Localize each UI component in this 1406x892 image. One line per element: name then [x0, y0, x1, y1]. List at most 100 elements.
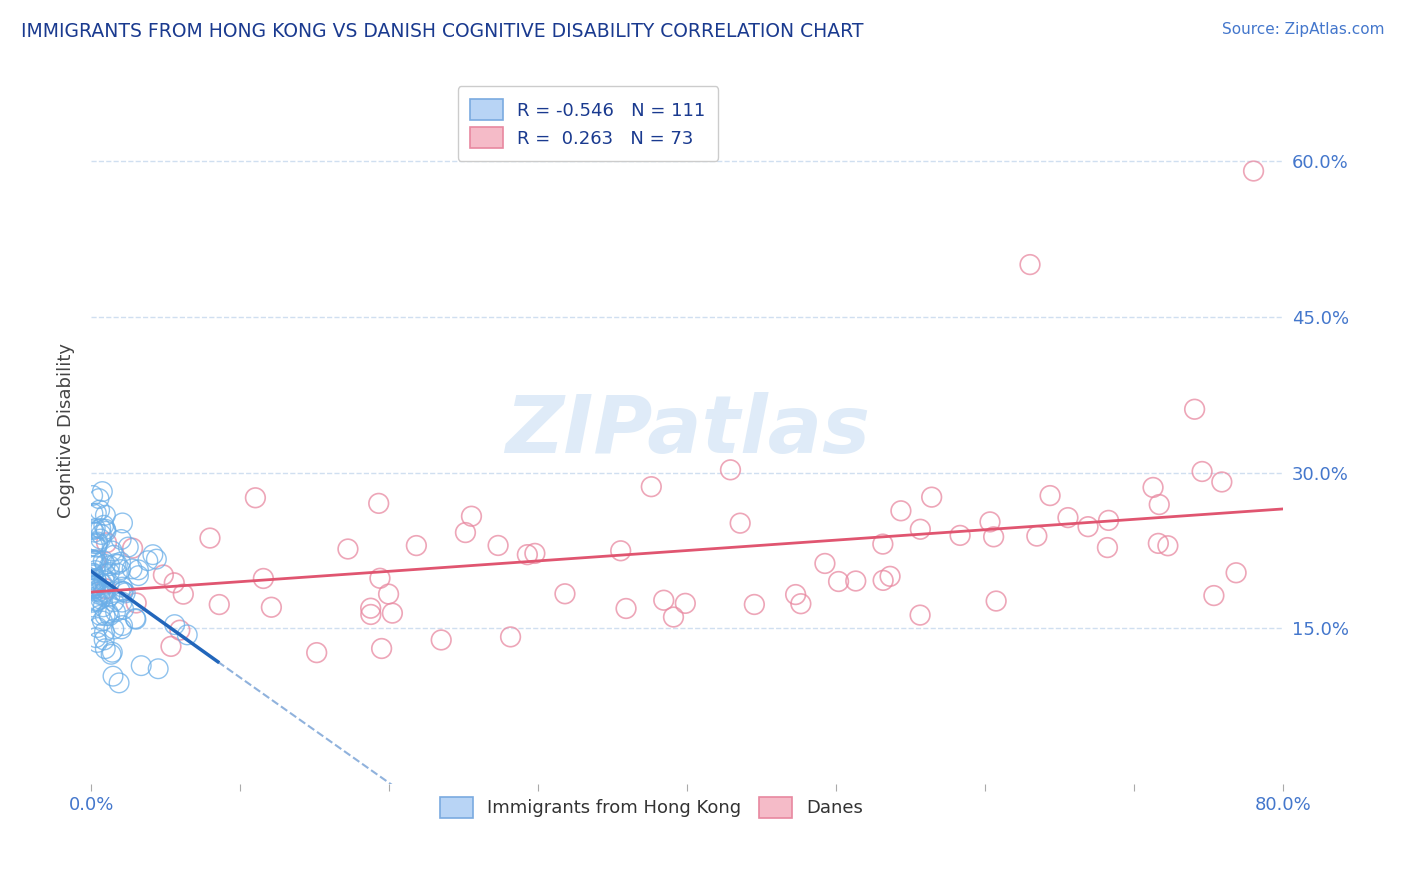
Point	[83, 554, 105, 568]
Point	[872, 574, 894, 588]
Point	[83, 536, 105, 550]
Point	[827, 574, 849, 589]
Point	[82, 599, 104, 614]
Point	[949, 528, 972, 542]
Point	[86, 540, 108, 554]
Point	[117, 540, 139, 554]
Point	[110, 563, 132, 577]
Point	[129, 658, 152, 673]
Point	[94, 641, 117, 656]
Point	[1147, 536, 1170, 550]
Point	[785, 588, 807, 602]
Point	[84, 631, 107, 645]
Point	[84, 581, 107, 595]
Point	[104, 557, 127, 571]
Point	[101, 544, 124, 558]
Point	[98, 576, 121, 591]
Point	[845, 574, 868, 588]
Point	[245, 491, 267, 505]
Point	[1077, 519, 1099, 533]
Point	[127, 568, 149, 582]
Point	[1097, 513, 1119, 527]
Point	[93, 585, 115, 599]
Point	[814, 557, 837, 571]
Point	[94, 608, 117, 623]
Point	[82, 566, 104, 580]
Point	[103, 622, 125, 636]
Point	[172, 587, 194, 601]
Point	[198, 531, 221, 545]
Point	[1019, 258, 1042, 272]
Point	[98, 589, 121, 603]
Point	[90, 592, 112, 607]
Point	[91, 554, 114, 568]
Point	[252, 572, 274, 586]
Point	[908, 608, 931, 623]
Point	[104, 605, 127, 619]
Point	[84, 583, 107, 598]
Point	[98, 558, 121, 573]
Point	[83, 525, 105, 540]
Point	[82, 579, 104, 593]
Point	[86, 620, 108, 634]
Point	[152, 568, 174, 582]
Point	[87, 584, 110, 599]
Point	[103, 548, 125, 562]
Point	[83, 579, 105, 593]
Point	[111, 595, 134, 609]
Point	[260, 600, 283, 615]
Point	[728, 516, 751, 531]
Point	[86, 635, 108, 649]
Point	[1225, 566, 1247, 580]
Point	[614, 601, 637, 615]
Point	[94, 522, 117, 536]
Point	[121, 541, 143, 556]
Text: IMMIGRANTS FROM HONG KONG VS DANISH COGNITIVE DISABILITY CORRELATION CHART: IMMIGRANTS FROM HONG KONG VS DANISH COGN…	[21, 22, 863, 41]
Point	[163, 575, 186, 590]
Point	[176, 628, 198, 642]
Point	[405, 539, 427, 553]
Point	[652, 593, 675, 607]
Point	[523, 546, 546, 560]
Point	[790, 597, 813, 611]
Point	[93, 625, 115, 640]
Point	[160, 640, 183, 654]
Point	[84, 553, 107, 567]
Point	[112, 584, 135, 599]
Point	[124, 611, 146, 625]
Point	[94, 524, 117, 539]
Point	[82, 552, 104, 566]
Point	[640, 480, 662, 494]
Point	[368, 571, 391, 585]
Point	[86, 594, 108, 608]
Point	[82, 595, 104, 609]
Point	[91, 588, 114, 602]
Point	[1025, 529, 1047, 543]
Point	[84, 574, 107, 588]
Point	[744, 598, 766, 612]
Point	[83, 582, 105, 596]
Point	[1147, 498, 1170, 512]
Point	[381, 606, 404, 620]
Point	[114, 586, 136, 600]
Point	[984, 594, 1007, 608]
Point	[125, 612, 148, 626]
Point	[499, 630, 522, 644]
Point	[121, 562, 143, 576]
Point	[1157, 539, 1180, 553]
Point	[910, 522, 932, 536]
Point	[91, 577, 114, 591]
Point	[872, 537, 894, 551]
Point	[430, 632, 453, 647]
Point	[93, 632, 115, 647]
Point	[336, 541, 359, 556]
Point	[90, 532, 112, 546]
Point	[107, 566, 129, 581]
Point	[98, 566, 121, 580]
Point	[673, 596, 696, 610]
Point	[110, 533, 132, 547]
Point	[90, 521, 112, 535]
Point	[111, 618, 134, 632]
Point	[84, 522, 107, 536]
Point	[86, 506, 108, 520]
